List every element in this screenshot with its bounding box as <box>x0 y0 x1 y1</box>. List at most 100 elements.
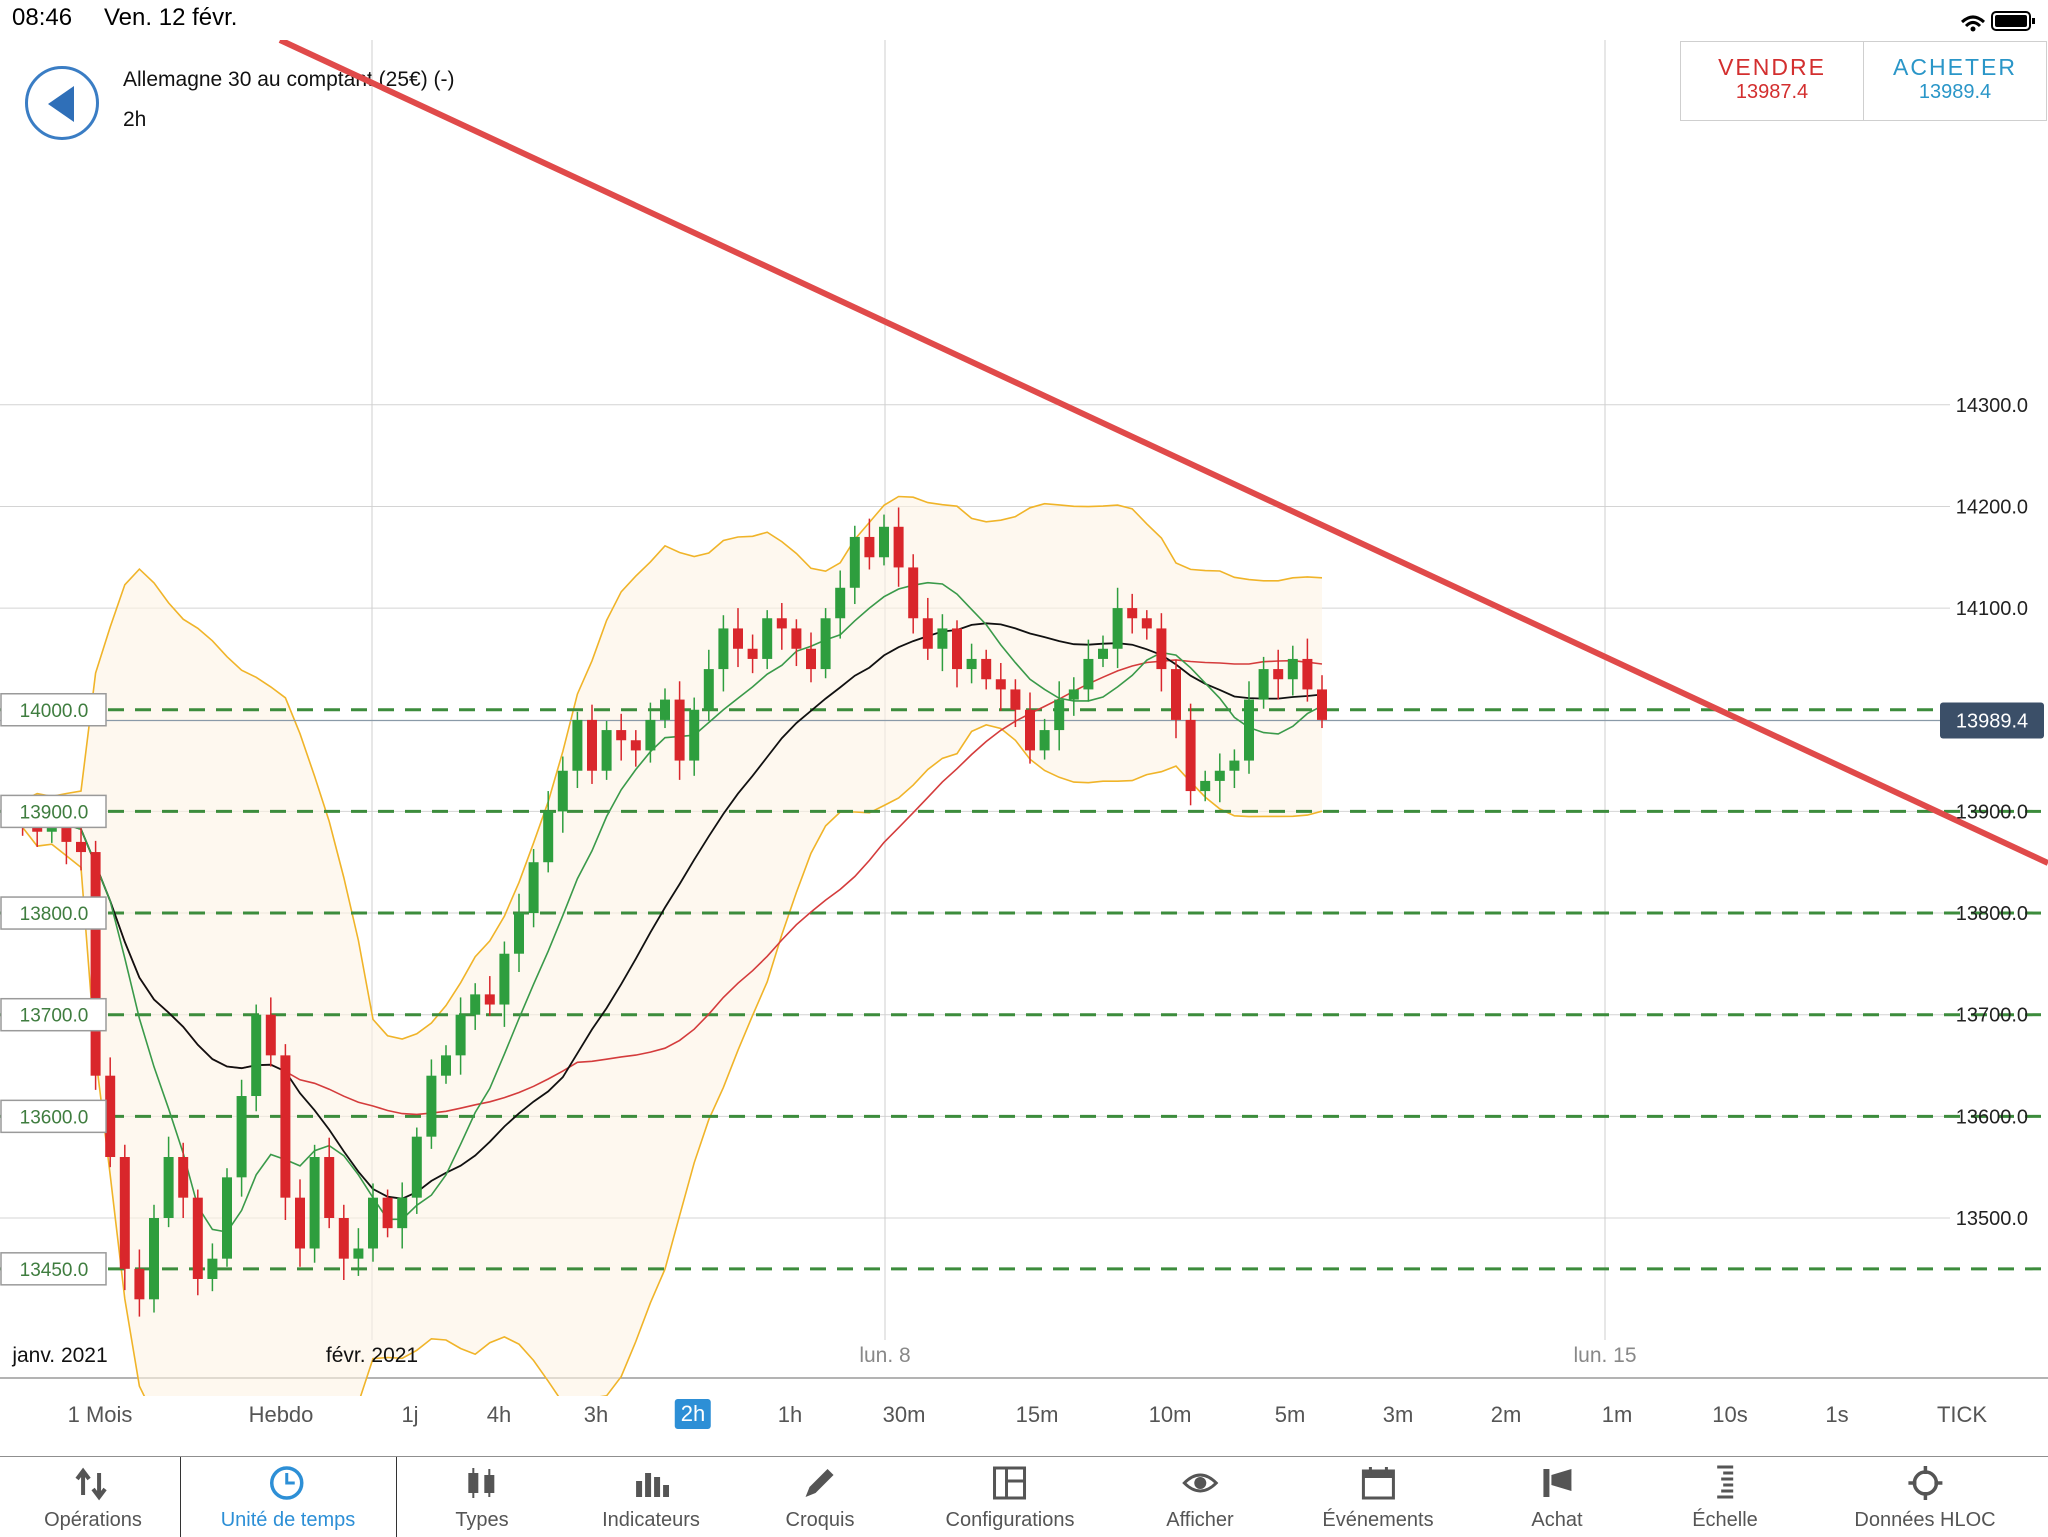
buy-button[interactable]: ACHETER 13989.4 <box>1864 42 2046 120</box>
y-axis-tick-label: 13700.0 <box>1956 1005 2028 1027</box>
candle-body <box>849 536 860 588</box>
toolbar-arrows-updown-button[interactable]: Opérations <box>44 1457 142 1537</box>
candle-body <box>1258 669 1269 700</box>
candle-body <box>411 1136 422 1198</box>
candle-body <box>499 953 510 1005</box>
candle-body <box>251 1014 262 1097</box>
candle-body <box>1317 689 1327 720</box>
timeframe-3m[interactable]: 3m <box>1382 1402 1414 1427</box>
candle-body <box>937 628 948 649</box>
candle-body <box>119 1157 130 1269</box>
toolbar-pencil-button[interactable]: Croquis <box>786 1457 855 1537</box>
candle-body <box>1098 648 1108 659</box>
toolbar-crosshair-button[interactable]: Données HLOC <box>1854 1457 1996 1537</box>
candle-body <box>966 658 977 670</box>
toolbar-calendar-button[interactable]: Événements <box>1322 1457 1434 1537</box>
wifi-battery-icon <box>1960 11 2035 32</box>
candle-body <box>1141 618 1152 629</box>
candle-body <box>222 1177 232 1259</box>
candle-body <box>674 699 685 761</box>
level-label: 13600.0 <box>20 1107 89 1128</box>
toolbar-bars-button[interactable]: Indicateurs <box>602 1457 700 1537</box>
candle-body <box>1156 628 1167 670</box>
status-date: Ven. 12 févr. <box>104 4 238 31</box>
timeframe-1s[interactable]: 1s <box>1825 1402 1849 1427</box>
candle-body <box>1083 658 1094 690</box>
level-label-box <box>0 693 107 727</box>
toolbar-label: Achat <box>1531 1509 1583 1531</box>
y-axis-tick-label: 13500.0 <box>1956 1208 2028 1230</box>
toolbar-label: Événements <box>1322 1509 1434 1531</box>
timeframe-1h[interactable]: 1h <box>777 1402 803 1427</box>
x-axis-label: lun. 15 <box>1573 1344 1636 1367</box>
candle-body <box>1112 608 1123 649</box>
candle-body <box>484 994 495 1005</box>
candle-body <box>1054 699 1065 731</box>
candle-body <box>747 648 758 659</box>
buy-price: 13989.4 <box>1918 81 1992 103</box>
candle-body <box>703 669 714 710</box>
candle-body <box>995 679 1006 690</box>
timeframe-10s[interactable]: 10s <box>1712 1402 1748 1427</box>
arrows-updown-icon <box>44 1457 142 1501</box>
timeframe-1m[interactable]: 1m <box>1601 1402 1633 1427</box>
timeframe-5m[interactable]: 5m <box>1274 1402 1306 1427</box>
toolbar-eye-button[interactable]: Afficher <box>1166 1457 1234 1537</box>
scale-icon <box>1692 1457 1758 1501</box>
candle-body <box>295 1197 305 1249</box>
candle-body <box>514 913 524 954</box>
toolbar-scale-button[interactable]: Échelle <box>1692 1457 1758 1537</box>
candle-body <box>952 628 962 670</box>
timeframe-2h[interactable]: 2h <box>674 1399 712 1429</box>
y-axis-tick-label: 13800.0 <box>1956 903 2028 925</box>
candle-body <box>1025 709 1035 751</box>
candle-body <box>397 1197 408 1229</box>
timeframe-hebdo[interactable]: Hebdo <box>248 1402 314 1427</box>
level-label-box <box>0 1252 107 1286</box>
status-time: 08:46 <box>12 4 73 31</box>
bollinger-band-fill <box>8 496 1322 1396</box>
timeframe-1j[interactable]: 1j <box>401 1402 419 1427</box>
toolbar-candles-button[interactable]: Types <box>455 1457 509 1537</box>
bollinger-lower-line <box>7 724 1323 1396</box>
timeframe-1-mois[interactable]: 1 Mois <box>67 1402 133 1427</box>
pencil-icon <box>786 1457 855 1501</box>
candle-body <box>441 1055 451 1076</box>
toolbar-label: Indicateurs <box>602 1509 700 1531</box>
clock-icon <box>221 1457 356 1501</box>
candle-body <box>134 1268 145 1300</box>
bollinger-upper-line <box>7 495 1323 1040</box>
toolbar-flag-button[interactable]: Achat <box>1531 1457 1583 1537</box>
x-axis-label: lun. 8 <box>859 1344 910 1367</box>
bottom-toolbar: Opérations Unité de temps Types Indicateurs… <box>0 1456 2048 1537</box>
status-icons <box>1956 8 2038 39</box>
candle-body <box>1068 689 1079 700</box>
timeframe-10m[interactable]: 10m <box>1148 1402 1192 1427</box>
candle-body <box>630 740 641 751</box>
timeframe-30m[interactable]: 30m <box>882 1402 926 1427</box>
candle-body <box>61 821 72 842</box>
timeframe-4h[interactable]: 4h <box>486 1402 512 1427</box>
timeframe-tick[interactable]: TICK <box>1936 1402 1988 1427</box>
candle-body <box>338 1218 349 1259</box>
candle-body <box>1244 699 1254 761</box>
candle-body <box>820 618 831 670</box>
crosshair-icon <box>1854 1457 1995 1501</box>
back-button[interactable] <box>25 66 99 140</box>
layout-icon <box>946 1457 1075 1501</box>
candle-body <box>207 1258 218 1279</box>
price-chart[interactable]: 14300.0 14200.0 14100.0 13900.0 13800.0 13700… <box>0 40 2048 1396</box>
toolbar-label: Échelle <box>1692 1509 1758 1531</box>
y-axis-tick-label: 14100.0 <box>1956 598 2028 620</box>
toolbar-layout-button[interactable]: Configurations <box>946 1457 1075 1537</box>
timeframe-15m[interactable]: 15m <box>1015 1402 1059 1427</box>
timeframe-3h[interactable]: 3h <box>583 1402 609 1427</box>
timeframe-2m[interactable]: 2m <box>1490 1402 1522 1427</box>
toolbar-clock-button[interactable]: Unité de temps <box>221 1457 356 1537</box>
current-price-box <box>1940 702 2044 739</box>
candle-body <box>879 526 889 558</box>
sell-button[interactable]: VENDRE 13987.4 <box>1681 42 1864 120</box>
level-label: 13450.0 <box>20 1260 89 1281</box>
candle-body <box>689 709 700 761</box>
back-arrow-icon <box>48 86 74 122</box>
